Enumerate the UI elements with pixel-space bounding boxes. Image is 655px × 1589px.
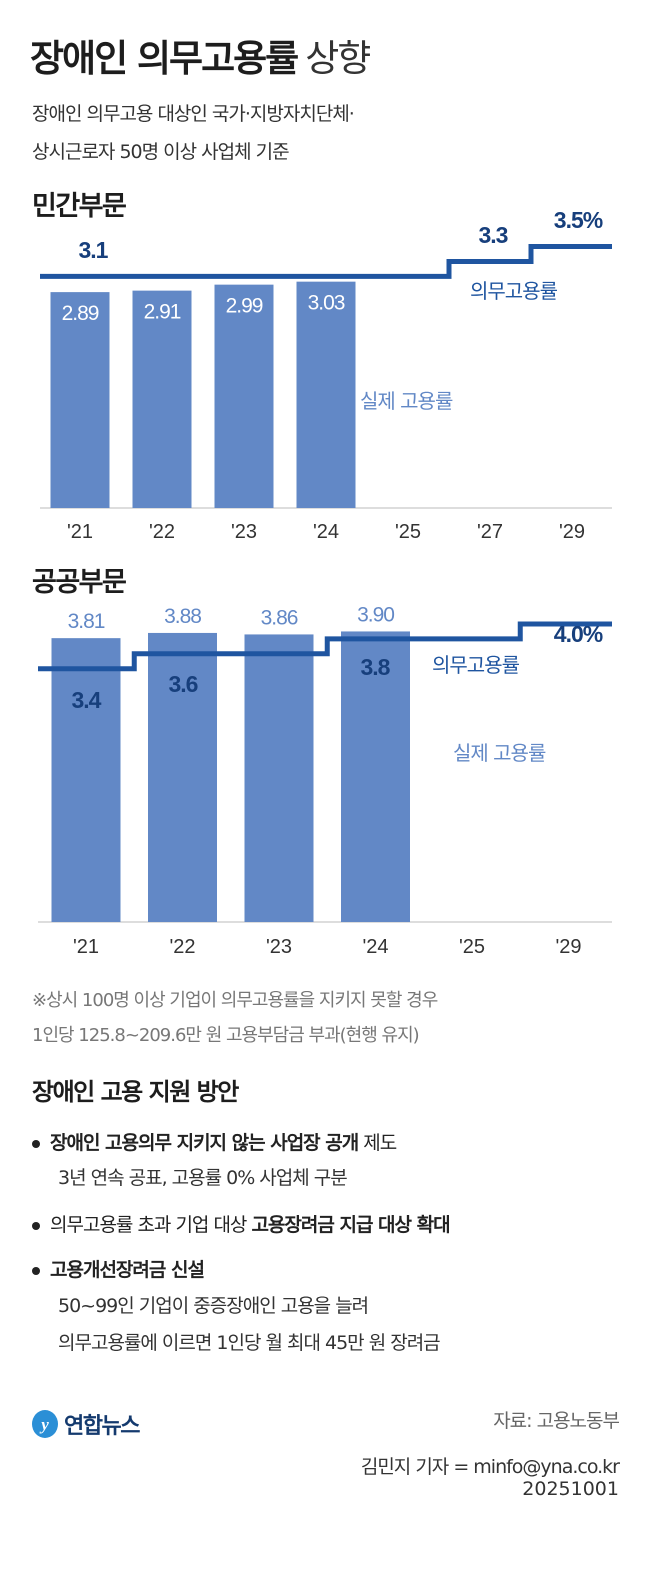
legend-actual-rate: 실제 고용률 xyxy=(453,741,546,765)
x-tick-label: '29 xyxy=(555,936,581,958)
bullet-3-bold: 고용개선장려금 신설 xyxy=(50,1259,205,1281)
bar-value-label: 3.86 xyxy=(261,606,298,629)
bar-24 xyxy=(341,631,410,922)
bar-23 xyxy=(214,284,274,508)
bullet-3-sub-1: 50~99인 기업이 중증장애인 고용을 늘려 xyxy=(58,1295,369,1317)
bar-22 xyxy=(132,290,192,508)
support-bullet-2: 의무고용률 초과 기업 대상 고용장려금 지급 대상 확대 xyxy=(32,1210,451,1237)
legend-actual-rate: 실제 고용률 xyxy=(360,389,453,413)
public-sector-chart: '21 '22 '23 '24 '25 '29 3.81 3.88 3.86 3.90 3.4 3.6… xyxy=(38,603,612,958)
x-tick-label: '21 xyxy=(73,936,99,958)
bullet-1-bold: 장애인 고용의무 지키지 않는 사업장 공개 xyxy=(50,1132,359,1154)
legend-mandatory-rate: 의무고용률 xyxy=(470,279,558,303)
support-heading: 장애인 고용 지원 방안 xyxy=(32,1078,239,1106)
bar-value-label: 3.81 xyxy=(68,610,105,633)
bullet-icon xyxy=(32,1139,40,1148)
yonhap-globe-icon: y xyxy=(32,1410,58,1438)
public-sector-title: 공공부문 xyxy=(32,567,127,598)
bullet-1-rest: 제도 xyxy=(358,1132,397,1154)
mandatory-rate-label: 3.8 xyxy=(361,654,391,680)
bar-value-label: 2.99 xyxy=(226,295,263,318)
title-bold: 장애인 의무고용률 xyxy=(30,37,299,80)
mandatory-rate-label: 3.1 xyxy=(79,237,109,263)
x-tick-label: '25 xyxy=(395,521,421,543)
support-bullet-1: 장애인 고용의무 지키지 않는 사업장 공개 제도 xyxy=(32,1128,397,1155)
bullet-icon xyxy=(32,1266,40,1275)
x-tick-label: '24 xyxy=(313,521,339,543)
bullet-3-sub-2: 의무고용률에 이르면 1인당 월 최대 45만 원 장려금 xyxy=(58,1332,441,1354)
bar-24 xyxy=(296,281,356,508)
mandatory-rate-step-line xyxy=(38,621,612,672)
bar-value-label: 2.89 xyxy=(62,302,99,325)
logo-text: 연합뉴스 xyxy=(64,1414,140,1439)
bullet-icon xyxy=(32,1221,40,1230)
x-tick-label: '25 xyxy=(459,936,485,958)
bar-23 xyxy=(244,634,314,922)
bar-21 xyxy=(51,638,121,922)
support-bullet-3: 고용개선장려금 신설 xyxy=(32,1255,205,1282)
mandatory-rate-label: 3.3 xyxy=(479,222,508,248)
x-tick-label: '29 xyxy=(559,521,585,543)
x-tick-label: '24 xyxy=(362,936,388,958)
bullet-1-sub: 3년 연속 공표, 고용률 0% 사업체 구분 xyxy=(58,1167,348,1189)
bar-value-label: 2.91 xyxy=(144,301,181,324)
private-sector-chart: '21 '22 '23 '24 '25 '27 '29 2.89 2.91 2.99 3.03 3.1… xyxy=(40,207,612,543)
mandatory-rate-label: 3.5% xyxy=(554,207,603,233)
subtitle-line-2: 상시근로자 50명 이상 사업체 기준 xyxy=(32,141,290,163)
mandatory-rate-label: 4.0% xyxy=(554,621,603,647)
bullet-2-bold: 고용장려금 지급 대상 확대 xyxy=(251,1214,450,1236)
credit: 김민지 기자 = minfo@yna.co.kr xyxy=(360,1456,620,1478)
note-line-1: ※상시 100명 이상 기업이 의무고용률을 지키지 못할 경우 xyxy=(32,990,438,1011)
x-tick-label: '21 xyxy=(67,521,93,543)
x-tick-label: '23 xyxy=(266,936,292,958)
bar-22 xyxy=(148,632,217,922)
svg-text:y: y xyxy=(39,1415,49,1434)
x-tick-label: '22 xyxy=(169,936,195,958)
x-tick-label: '27 xyxy=(477,521,503,543)
legend-mandatory-rate: 의무고용률 xyxy=(432,653,520,677)
bar-value-label: 3.88 xyxy=(164,605,201,628)
x-tick-label: '23 xyxy=(231,521,257,543)
date: 20251001 xyxy=(522,1478,619,1500)
mandatory-rate-step-line xyxy=(40,244,612,279)
x-tick-label: '22 xyxy=(149,521,175,543)
title-light: 상향 xyxy=(305,37,371,80)
mandatory-rate-label: 3.6 xyxy=(169,671,198,697)
bar-value-label: 3.90 xyxy=(357,603,394,626)
bar-21 xyxy=(50,292,110,508)
bar-value-label: 3.03 xyxy=(308,292,345,315)
subtitle-line-1: 장애인 의무고용 대상인 국가·지방자치단체· xyxy=(32,103,355,125)
note-line-2: 1인당 125.8~209.6만 원 고용부담금 부과(현행 유지) xyxy=(32,1025,420,1046)
page-title: 장애인 의무고용률 상향 xyxy=(30,28,371,82)
source: 자료: 고용노동부 xyxy=(493,1410,620,1432)
yonhap-logo: y 연합뉴스 xyxy=(30,1408,140,1440)
mandatory-rate-label: 3.4 xyxy=(72,687,102,713)
bullet-2-rest: 의무고용률 초과 기업 대상 xyxy=(50,1214,252,1236)
private-sector-title: 민간부문 xyxy=(32,191,127,222)
